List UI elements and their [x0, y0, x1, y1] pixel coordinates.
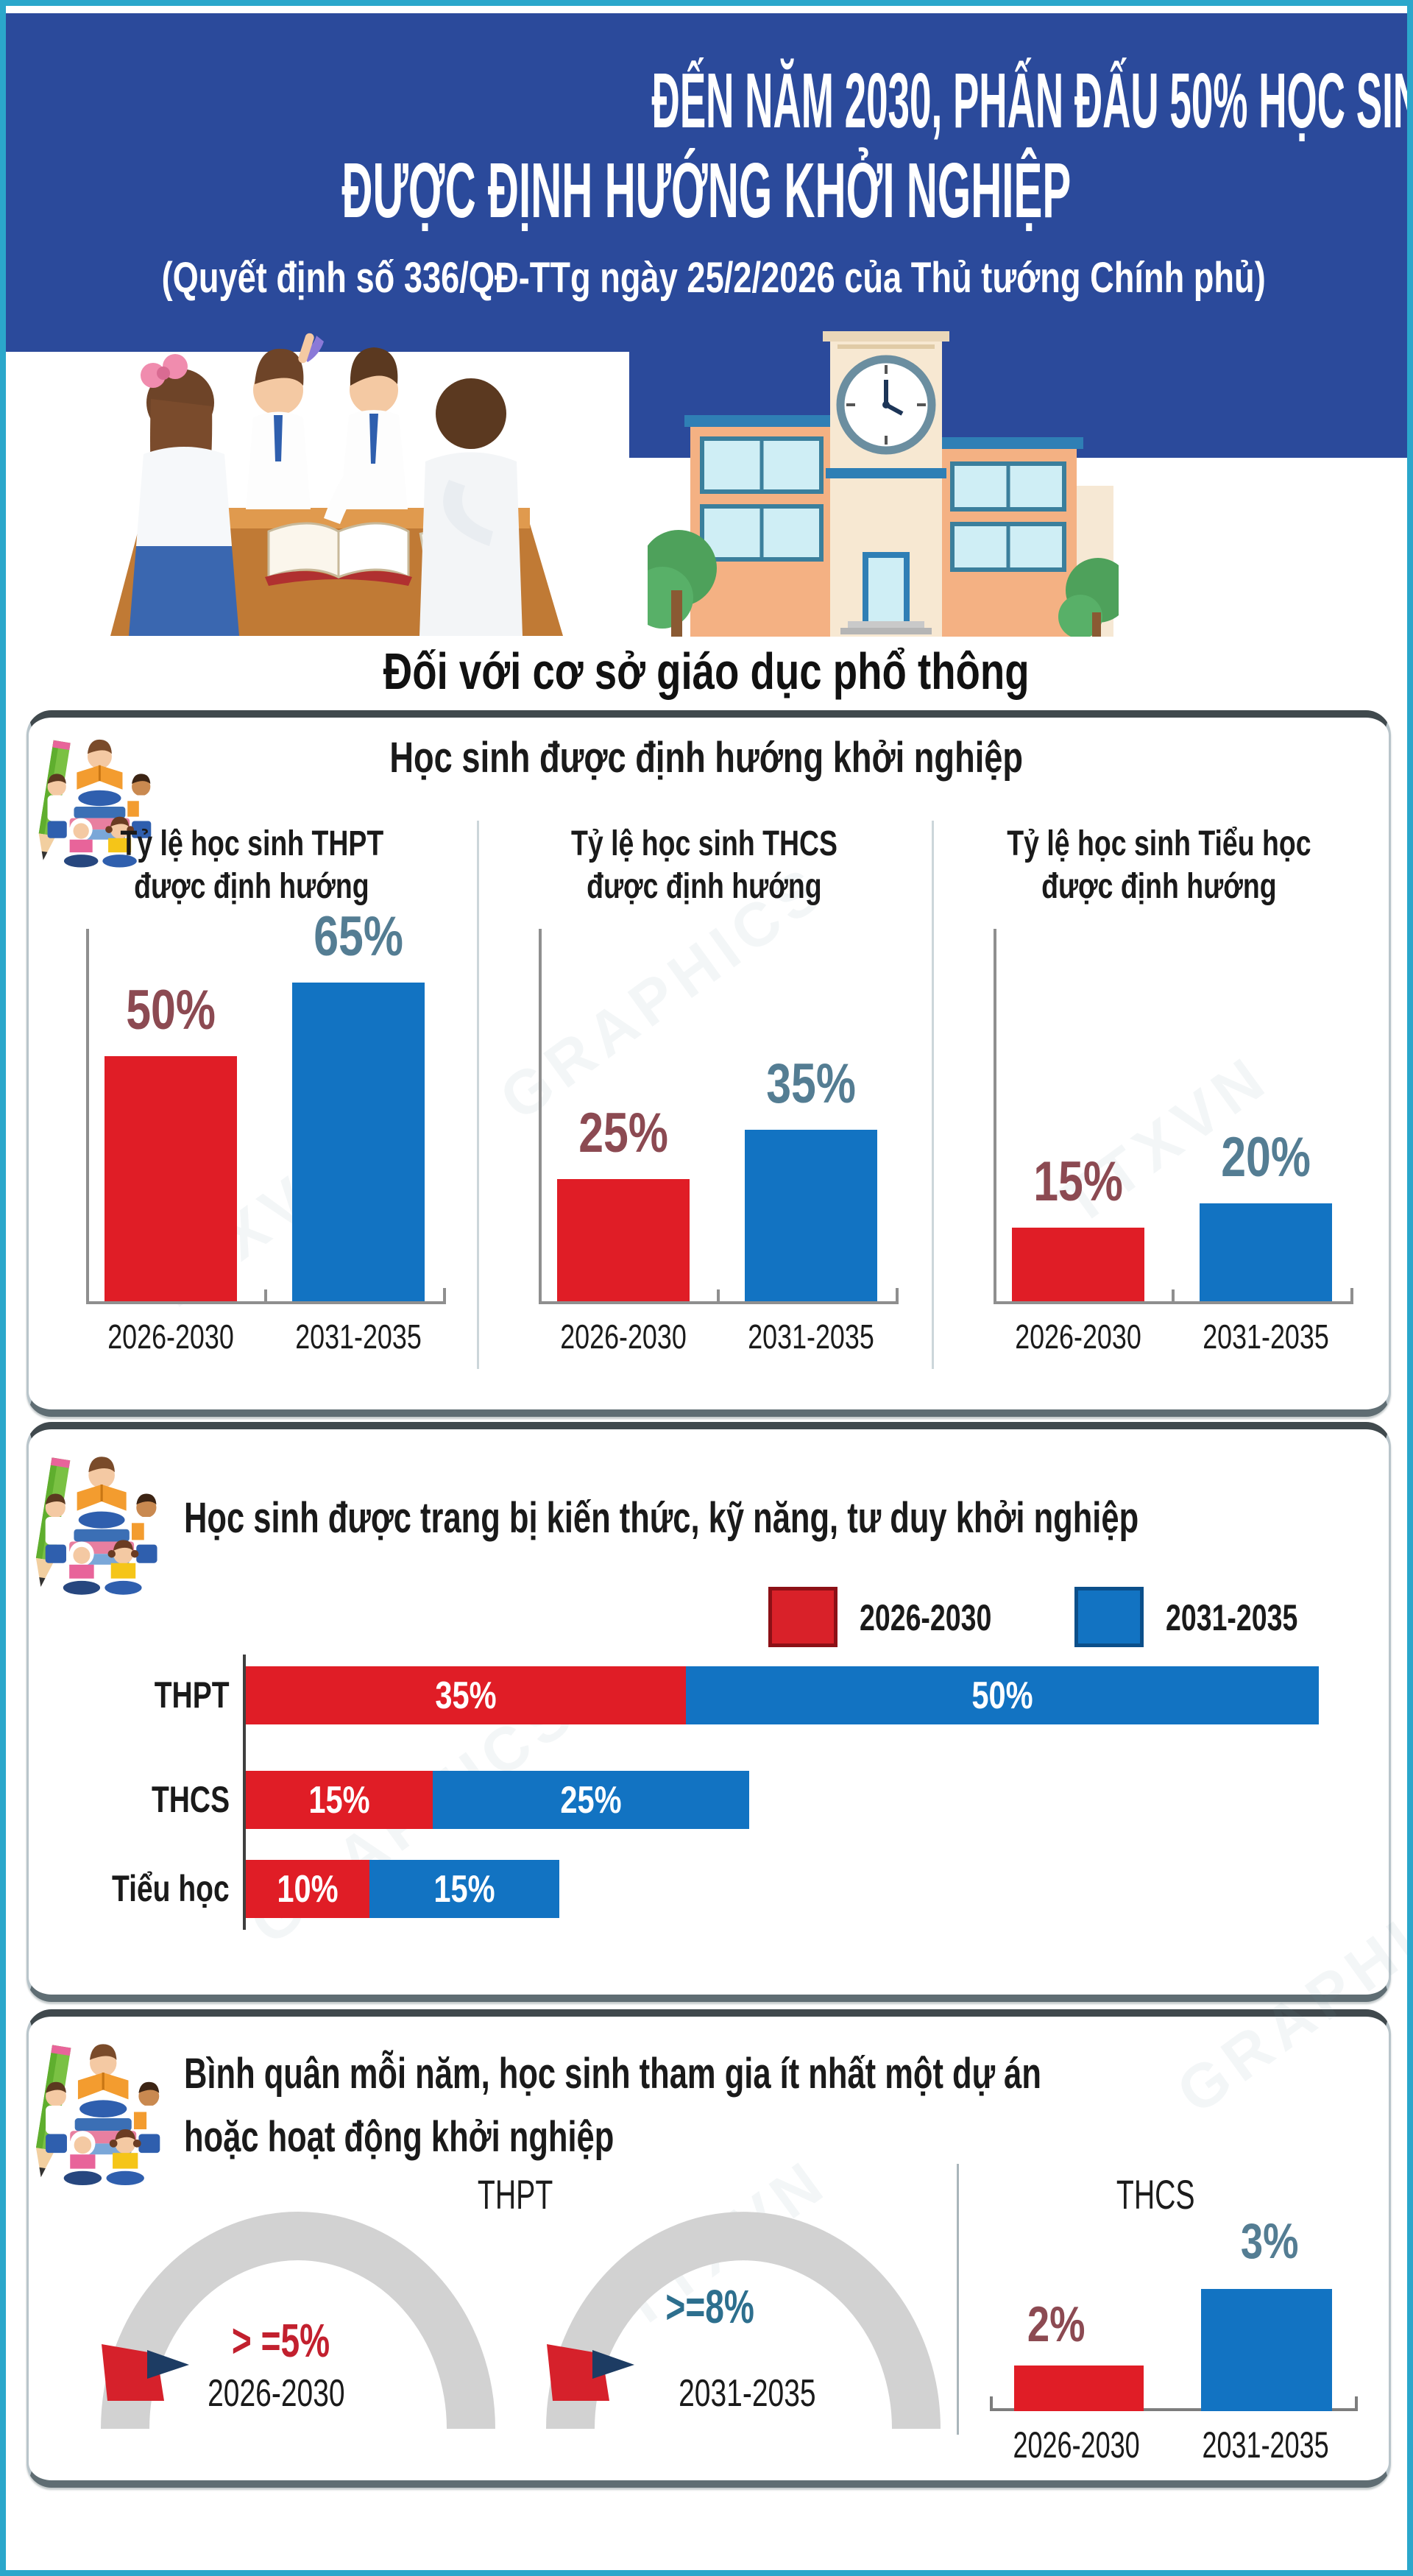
- bar-value: 65%: [314, 905, 403, 968]
- mini-bar-2026-2030: [1014, 2366, 1144, 2411]
- bar-2026-2030: [557, 1179, 690, 1301]
- chart-title: Tỷ lệ học sinh THPT: [120, 824, 383, 863]
- stacked-segment-blue: 25%: [433, 1771, 749, 1829]
- mini-bar-value: 3%: [1240, 2213, 1299, 2269]
- stacked-segment-red: 35%: [246, 1666, 686, 1724]
- subsection-label-thcs: THCS: [1116, 2171, 1195, 2218]
- mini-bar-label: 2031-2035: [1202, 2424, 1329, 2466]
- stacked-chart-axis: [243, 1655, 246, 1930]
- chart-title: được định hướng: [134, 867, 369, 906]
- axis-tick: [443, 1288, 446, 1304]
- y-axis: [86, 929, 89, 1304]
- kids-reading-icon: [34, 1434, 165, 1602]
- bar-2026-2030: [105, 1056, 237, 1301]
- bar-label: 2031-2035: [295, 1317, 422, 1356]
- stacked-segment-blue: 50%: [686, 1666, 1319, 1724]
- box1-title: Học sinh được định hướng khởi nghiệp: [389, 734, 1024, 782]
- box3-title-line2: hoặc hoạt động khởi nghiệp: [184, 2113, 615, 2161]
- bar-2026-2030: [1012, 1228, 1144, 1301]
- bar-value: 25%: [578, 1102, 668, 1164]
- goal-box-orientation: [26, 710, 1391, 1417]
- bar-value: 35%: [766, 1052, 856, 1115]
- axis-tick: [1350, 1288, 1353, 1304]
- header-subtitle: (Quyết định số 336/QĐ-TTg ngày 25/2/2026…: [161, 254, 1266, 302]
- legend-label: 2031-2035: [1166, 1597, 1298, 1638]
- stacked-segment-red: 10%: [246, 1860, 369, 1918]
- mini-bar-label: 2026-2030: [1013, 2424, 1140, 2466]
- mini-chart-axis: [990, 2396, 1358, 2411]
- gauge-needle: [102, 2344, 189, 2401]
- gauge-needle: [547, 2344, 634, 2401]
- bar-label: 2031-2035: [1203, 1317, 1329, 1356]
- bar-value: 20%: [1221, 1126, 1311, 1189]
- chart-title: được định hướng: [587, 867, 822, 906]
- legend-label: 2026-2030: [860, 1597, 992, 1638]
- row-label: THCS: [151, 1779, 230, 1820]
- bar-value: 50%: [126, 979, 216, 1041]
- stacked-segment-blue: 15%: [369, 1860, 559, 1918]
- header-title-line1: ĐẾN NĂM 2030, PHẤN ĐẤU 50% HỌC SINH TRUN…: [651, 57, 1413, 144]
- column-divider: [477, 821, 479, 1369]
- axis-tick: [717, 1289, 720, 1304]
- gauge-label: 2026-2030: [207, 2372, 345, 2415]
- bar-label: 2026-2030: [107, 1317, 234, 1356]
- box2-title: Học sinh được trang bị kiến thức, kỹ năn…: [184, 1494, 1139, 1542]
- gauge-label: 2031-2035: [678, 2372, 816, 2415]
- mini-bar-2031-2035: [1201, 2289, 1332, 2411]
- gauge-value: >=8%: [665, 2280, 755, 2333]
- axis-tick: [1172, 1289, 1175, 1304]
- section-title: Đối với cơ sở giáo dục phổ thông: [383, 643, 1030, 700]
- students-illustration: [81, 303, 589, 636]
- gauge-value: > =5%: [232, 2314, 330, 2367]
- legend-swatch-blue: [1074, 1587, 1144, 1647]
- bar-label: 2026-2030: [560, 1317, 687, 1356]
- bar-value: 15%: [1033, 1150, 1123, 1213]
- chart-title: Tỷ lệ học sinh Tiểu học: [1007, 824, 1311, 863]
- bar-2031-2035: [1200, 1203, 1332, 1301]
- chart-title: Tỷ lệ học sinh THCS: [571, 824, 837, 863]
- legend-swatch-red: [768, 1587, 837, 1647]
- y-axis: [539, 929, 542, 1304]
- axis-tick: [264, 1289, 267, 1304]
- school-building-art: [648, 331, 1119, 637]
- students-discussion-art: [110, 333, 563, 636]
- subsection-label-thpt: THPT: [477, 2171, 553, 2218]
- row-label: Tiểu học: [112, 1868, 230, 1909]
- gauge-arcs: [101, 2212, 941, 2430]
- stacked-segment-red: 15%: [246, 1771, 433, 1829]
- row-label: THPT: [155, 1674, 230, 1716]
- kids-reading-icon: [34, 2021, 168, 2192]
- mini-bar-value: 2%: [1027, 2296, 1086, 2352]
- axis-tick: [896, 1288, 899, 1304]
- column-divider: [932, 821, 934, 1369]
- header-title-line2: ĐƯỢC ĐỊNH HƯỚNG KHỞI NGHIỆP: [341, 147, 1072, 234]
- box3-title-line1: Bình quân mỗi năm, học sinh tham gia ít …: [184, 2050, 1041, 2098]
- y-axis: [994, 929, 996, 1304]
- bar-label: 2031-2035: [748, 1317, 874, 1356]
- gauge-charts: [74, 2208, 957, 2462]
- bar-2031-2035: [745, 1130, 877, 1301]
- section-divider: [957, 2164, 959, 2435]
- header-panel: ĐẾN NĂM 2030, PHẤN ĐẤU 50% HỌC SINH TRUN…: [6, 13, 1413, 352]
- school-illustration: [648, 331, 1119, 637]
- bar-label: 2026-2030: [1015, 1317, 1141, 1356]
- bar-2031-2035: [292, 983, 425, 1301]
- chart-title: được định hướng: [1041, 867, 1277, 906]
